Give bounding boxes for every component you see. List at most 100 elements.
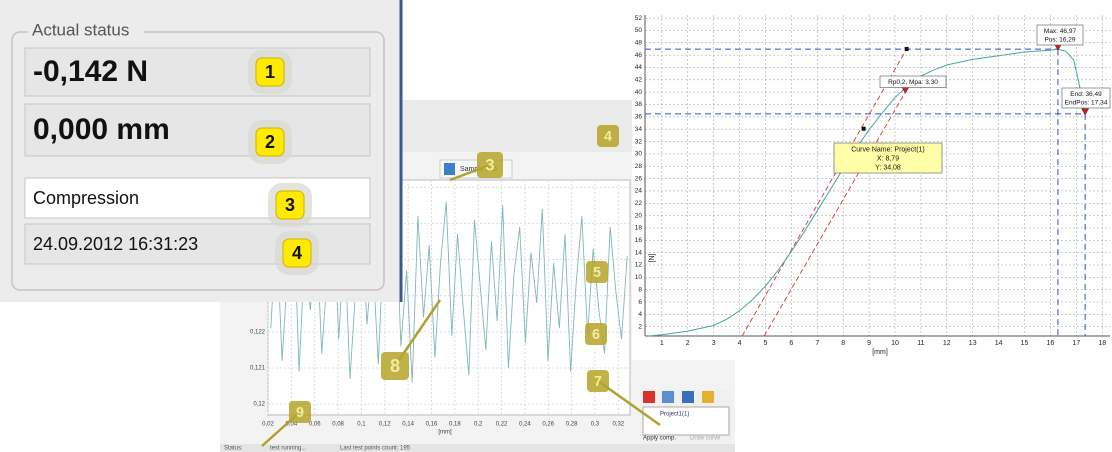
badge-number: 3 [285, 195, 295, 215]
callout-number: 9 [296, 405, 304, 421]
group-box [11, 31, 385, 291]
y-tick-label: 52 [635, 15, 643, 22]
y-tick-label: 28 [635, 163, 643, 170]
callout-badge [587, 370, 609, 392]
annotation-text: EndPos: 17,34 [1065, 99, 1108, 106]
y-tick-label: 22 [635, 200, 643, 207]
y-tick-label: 12 [635, 262, 643, 269]
x-tick-label: 14 [995, 340, 1003, 347]
y-tick-label: 18 [635, 225, 643, 232]
callout-number: 3 [485, 155, 494, 174]
x-tick-label: 0,1 [357, 422, 366, 428]
callout-number: 7 [594, 374, 602, 390]
result-chart: 1 2 3 4 5 6 7 8 9 10 11 12 13 14 15 16 17 182468101214161… [632, 10, 1112, 360]
x-tick-label: 6 [789, 340, 793, 347]
x-tick-label: 0,24 [519, 422, 531, 428]
y-tick-label: 8 [638, 286, 642, 293]
side-button[interactable]: Apply comp. [643, 436, 676, 442]
x-tick-label: 18 [1098, 340, 1106, 347]
x-tick-label: 0,02 [262, 422, 274, 428]
y-tick-label: 34 [635, 126, 643, 133]
x-tick-label: 0,08 [332, 422, 344, 428]
y-tick-label: 36 [635, 114, 643, 121]
y-tick-label: 30 [635, 151, 643, 158]
save-icon[interactable] [682, 391, 694, 403]
annotation-text: Max: 46,97 [1044, 28, 1077, 35]
badge-number: 4 [292, 243, 302, 263]
group-title-bg [28, 20, 144, 42]
y-tick-label: 48 [635, 39, 643, 46]
callout-number: 6 [592, 327, 600, 343]
callout-badge [585, 323, 607, 345]
y-tick-label: 50 [635, 27, 643, 34]
x-tick-label: 3 [712, 340, 716, 347]
columns-icon[interactable] [662, 391, 674, 403]
callout-badge [586, 261, 608, 283]
marker [1081, 108, 1090, 116]
callout-badge [597, 125, 619, 147]
annotation-text: X: 8,79 [877, 155, 899, 162]
badge [275, 190, 305, 220]
annotation-text: Curve Name: Project(1) [851, 146, 925, 153]
x-tick-label: 0,04 [286, 422, 298, 428]
status-text: test running... [270, 446, 307, 452]
y-tick-label: 0,121 [250, 366, 266, 372]
y-tick-label: 14 [635, 249, 643, 256]
group-title: Actual status [32, 20, 129, 39]
x-tick-label: 16 [1047, 340, 1055, 347]
x-tick-label: 10 [891, 340, 899, 347]
y-tick-label: 26 [635, 175, 643, 182]
y-tick-label: 6 [638, 299, 642, 306]
annotation-box [833, 142, 943, 174]
y-axis-label: [N] [649, 253, 656, 262]
folder-icon[interactable] [702, 391, 714, 403]
legend-item[interactable]: Project1(1) [660, 412, 689, 418]
x-tick-label: 9 [867, 340, 871, 347]
y-tick-label: 38 [635, 101, 643, 108]
cursor-point [861, 126, 866, 131]
delete-icon[interactable] [643, 391, 655, 403]
status-value: -0,142 N [33, 55, 148, 88]
status-value: 0,000 mm [33, 113, 170, 146]
status-field [24, 103, 371, 157]
callout-badge [381, 352, 409, 380]
y-tick-label: 42 [635, 77, 643, 84]
annotation-text: Pos: 16,29 [1044, 36, 1075, 43]
y-tick-label: 20 [635, 212, 643, 219]
x-tick-label: 0,3 [591, 422, 600, 428]
status-panel: Actual status -0,142 N 0,000 mm Compressio… [0, 0, 403, 302]
status-text: Status: [224, 446, 243, 452]
offset-line [763, 91, 906, 337]
x-tick-label: 11 [917, 340, 924, 347]
y-tick-label: 0,122 [250, 329, 266, 335]
badge-number: 2 [265, 132, 275, 152]
x-tick-label: 0,18 [449, 422, 461, 428]
chart-bg [632, 10, 1112, 360]
y-tick-label: 16 [635, 237, 643, 244]
x-axis-label: [mm] [872, 349, 888, 356]
annotation-text: End: 36,49 [1070, 91, 1102, 98]
status-field [24, 47, 371, 97]
y-tick-label: 44 [635, 64, 643, 71]
y-tick-label: 40 [635, 89, 643, 96]
x-tick-label: 13 [969, 340, 977, 347]
side-button[interactable]: Draw curve [690, 436, 721, 442]
callout-badge [477, 152, 503, 178]
x-tick-label: 0,22 [496, 422, 508, 428]
annotation-text: Y: 34,08 [875, 164, 901, 171]
annotation-box [879, 75, 947, 88]
x-tick-label: 15 [1021, 340, 1029, 347]
offset-end-point [904, 46, 909, 51]
badge [282, 238, 312, 268]
x-tick-label: 8 [841, 340, 845, 347]
x-tick-label: 17 [1072, 340, 1080, 347]
annotation-box [1061, 87, 1111, 109]
y-tick-label: 0,12 [253, 402, 265, 408]
x-axis-label: [mm] [438, 430, 452, 436]
x-tick-label: 0,2 [474, 422, 483, 428]
x-tick-label: 4 [738, 340, 742, 347]
y-tick-label: 2 [638, 323, 642, 330]
badge [255, 127, 285, 157]
callout-number: 4 [604, 129, 612, 145]
